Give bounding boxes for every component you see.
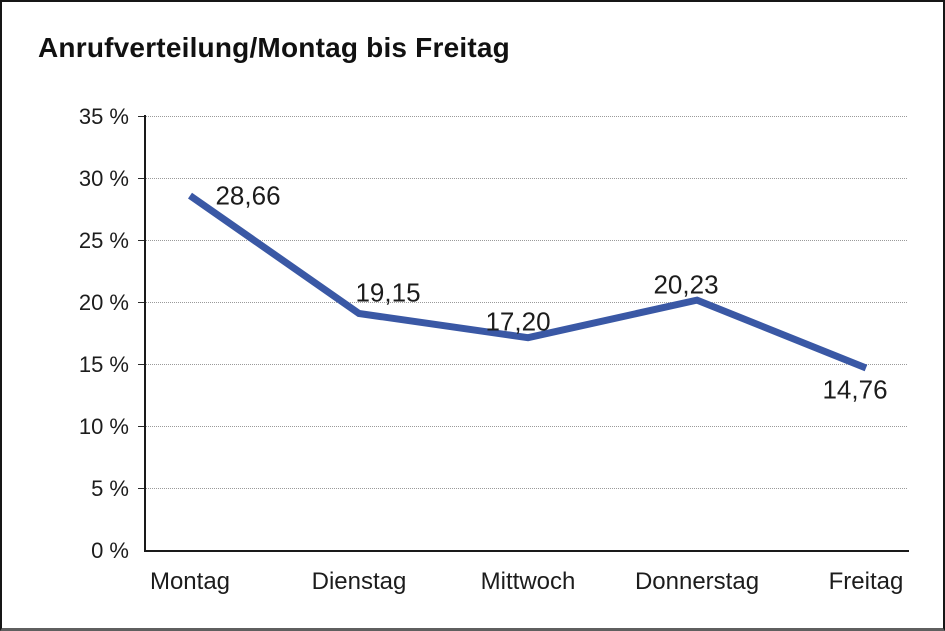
data-point-label-freitag: 14,76: [822, 374, 888, 405]
y-axis-label-35: 35 %: [78, 104, 129, 129]
y-axis-label-5: 5 %: [91, 476, 129, 501]
y-tick-mark-5: [138, 488, 144, 489]
y-axis-label-30: 30 %: [78, 166, 129, 191]
data-point-label-donnerstag: 20,23: [653, 269, 719, 300]
y-tick-mark-35: [138, 116, 144, 117]
y-axis-label-25: 25 %: [78, 228, 129, 253]
gridline-35: [144, 116, 907, 117]
y-tick-mark-20: [138, 302, 144, 303]
x-axis-label-donnerstag: Donnerstag: [634, 568, 760, 595]
gridline-10: [144, 426, 907, 427]
y-axis-label-0: 0 %: [91, 538, 129, 563]
data-point-label-mittwoch: 17,20: [485, 306, 551, 337]
x-axis-label-dienstag: Dienstag: [311, 568, 407, 595]
y-axis-label-10: 10 %: [78, 414, 129, 439]
x-axis-line: [144, 550, 909, 552]
y-axis-line: [144, 115, 146, 551]
line-series: [187, 192, 868, 372]
y-tick-mark-25: [138, 240, 144, 241]
gridline-5: [144, 488, 907, 489]
data-point-label-dienstag: 19,15: [355, 277, 421, 308]
data-point-label-montag: 28,66: [215, 180, 281, 211]
y-tick-mark-10: [138, 426, 144, 427]
y-tick-mark-15: [138, 364, 144, 365]
x-axis-label-montag: Montag: [149, 568, 231, 595]
chart-title: Anrufverteilung/Montag bis Freitag: [38, 32, 510, 63]
gridline-25: [144, 240, 907, 241]
y-tick-mark-30: [138, 178, 144, 179]
y-axis-label-15: 15 %: [78, 352, 129, 377]
gridline-15: [144, 364, 907, 365]
x-axis-label-freitag: Freitag: [828, 568, 904, 595]
x-axis-label-mittwoch: Mittwoch: [480, 568, 576, 595]
y-axis-label-20: 20 %: [78, 290, 129, 315]
gridline-20: [144, 302, 907, 303]
gridline-30: [144, 178, 907, 179]
